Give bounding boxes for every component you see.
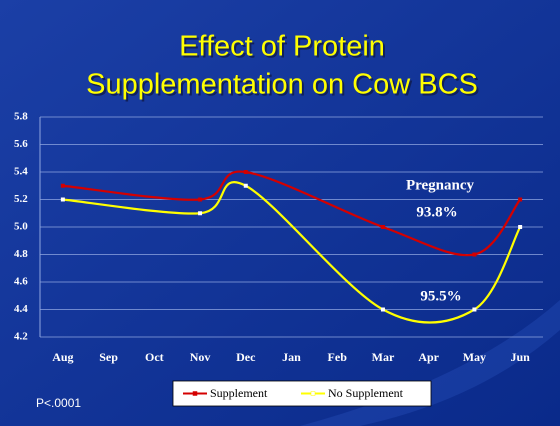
annotation: 93.8%: [416, 204, 457, 220]
footnote: P<.0001: [36, 396, 81, 410]
marker: [380, 307, 385, 312]
marker: [60, 197, 65, 202]
y-tick-label: 4.8: [14, 248, 28, 260]
y-tick-label: 5.2: [14, 193, 28, 205]
marker: [60, 183, 65, 188]
marker: [472, 252, 477, 257]
x-tick-label: Aug: [52, 350, 73, 364]
chart-title: Effect of Protein: [179, 31, 385, 63]
x-tick-label: Dec: [236, 350, 256, 364]
y-tick-label: 5.4: [14, 166, 28, 178]
legend-marker: [310, 391, 316, 396]
legend-label: No Supplement: [328, 386, 404, 400]
x-tick-label: Mar: [372, 350, 395, 364]
chart-title: Supplementation on Cow BCS: [86, 69, 478, 101]
marker: [518, 225, 523, 229]
x-tick-label: May: [463, 350, 486, 364]
marker: [198, 211, 203, 216]
legend-label: Supplement: [210, 386, 268, 400]
x-tick-label: Apr: [418, 350, 439, 364]
marker: [198, 197, 203, 202]
marker: [518, 197, 523, 202]
marker: [380, 225, 385, 229]
x-tick-label: Nov: [190, 350, 211, 364]
y-tick-label: 5.6: [14, 138, 28, 150]
y-tick-label: 4.2: [14, 331, 28, 343]
x-tick-label: Jan: [282, 350, 301, 364]
x-tick-label: Feb: [328, 350, 348, 364]
x-tick-label: Sep: [99, 350, 118, 364]
title-shadow: Effect of Protein: [181, 33, 387, 65]
legend-marker: [192, 391, 198, 396]
marker: [243, 170, 248, 174]
annotation: Pregnancy: [406, 177, 475, 193]
annotation: 95.5%: [420, 288, 461, 304]
marker: [472, 307, 477, 312]
title-shadow: Supplementation on Cow BCS: [88, 71, 480, 103]
y-tick-label: 4.6: [14, 276, 28, 288]
x-tick-label: Oct: [145, 350, 164, 364]
marker: [243, 183, 248, 188]
y-tick-label: 5.0: [14, 221, 28, 233]
x-tick-label: Jun: [510, 350, 530, 364]
y-tick-label: 5.8: [14, 111, 28, 123]
y-tick-label: 4.4: [14, 303, 28, 315]
